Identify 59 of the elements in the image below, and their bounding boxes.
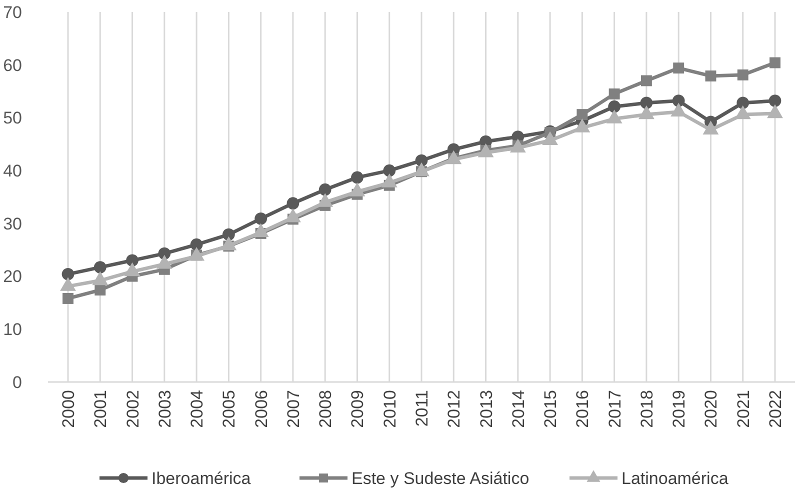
point (254, 212, 267, 225)
x-tick-label: 2009 (348, 390, 368, 428)
x-tick-label: 2012 (444, 390, 464, 428)
point (222, 228, 235, 241)
x-tick-label: 2004 (188, 390, 207, 428)
y-tick-label: 0 (12, 372, 22, 392)
x-tick-label: 2006 (252, 390, 271, 428)
y-tick-label: 40 (3, 162, 22, 181)
x-tick-label: 2016 (573, 390, 592, 428)
point (576, 109, 588, 120)
point (608, 100, 620, 113)
y-tick-label: 70 (3, 2, 22, 22)
point (705, 70, 716, 82)
point (640, 96, 653, 110)
x-tick-label: 2018 (637, 390, 656, 428)
point (673, 62, 684, 74)
point (768, 94, 782, 107)
point (62, 293, 74, 304)
point (672, 94, 685, 107)
x-tick-label: 2014 (508, 390, 528, 428)
x-tick-label: 2010 (380, 390, 400, 428)
point (286, 197, 300, 210)
x-tick-label: 2017 (605, 390, 624, 428)
legend-label: Este y Sudeste Asiático (352, 468, 530, 488)
point (736, 96, 750, 110)
x-tick-label: 2020 (702, 390, 721, 428)
point (351, 171, 364, 184)
y-tick-label: 50 (3, 108, 22, 128)
legend-label: Iberoamérica (152, 468, 252, 488)
x-tick-label: 2005 (220, 390, 239, 428)
x-tick-label: 2008 (316, 390, 336, 428)
x-tick-label: 2019 (670, 390, 689, 428)
x-tick-label: 2007 (284, 390, 303, 428)
y-tick-label: 20 (3, 267, 22, 286)
point (62, 268, 74, 280)
point (737, 69, 748, 80)
point (318, 183, 332, 196)
point (94, 284, 106, 296)
point (608, 88, 620, 100)
point (126, 254, 138, 267)
legend-label: Latinoamérica (622, 468, 729, 488)
x-tick-label: 2001 (91, 390, 110, 428)
point (415, 154, 428, 167)
y-tick-label: 30 (3, 214, 22, 234)
point (190, 238, 203, 251)
x-tick-label: 2011 (412, 390, 432, 427)
point (770, 57, 780, 68)
point (383, 164, 396, 177)
x-tick-label: 2003 (155, 390, 174, 428)
point (94, 261, 106, 274)
x-tick-label: 2002 (123, 390, 142, 428)
x-tick-label: 2000 (59, 390, 78, 428)
x-tick-label: 2013 (476, 390, 496, 428)
y-tick-label: 60 (3, 56, 22, 75)
x-tick-label: 2015 (541, 390, 560, 428)
x-tick-label: 2022 (766, 390, 785, 428)
x-tick-label: 2021 (734, 390, 753, 428)
point (640, 75, 652, 86)
y-tick-label: 10 (3, 320, 22, 340)
